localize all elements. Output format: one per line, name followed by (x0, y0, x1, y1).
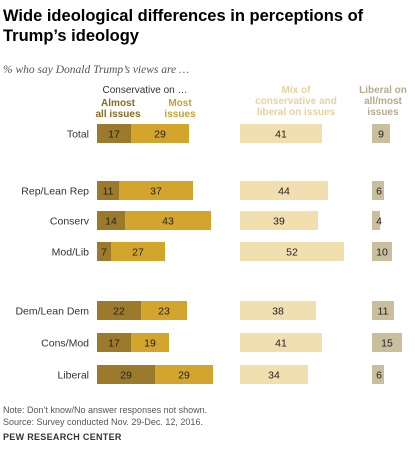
value-most: 37 (150, 186, 162, 198)
value-liberal: 6 (376, 186, 382, 198)
value-almost-all: 14 (105, 216, 117, 228)
header-liberal-issues: Liberal on all/most issues (359, 85, 407, 118)
bar-liberal (372, 365, 384, 384)
header-most-issues: Most issues (164, 98, 196, 120)
value-almost-all: 17 (108, 338, 120, 350)
chart-area: Conservative on … Almost all issues Most i… (15, 85, 407, 384)
bar-mix (240, 211, 318, 230)
header-line: Liberal on (359, 85, 407, 96)
value-mix: 38 (272, 306, 284, 318)
bar-mix (240, 333, 322, 352)
bar-most (155, 365, 213, 384)
value-liberal: 15 (381, 338, 393, 350)
chart-title: Wide ideological differences in percepti… (3, 7, 364, 45)
value-almost-all: 29 (120, 370, 132, 382)
value-most: 43 (162, 216, 174, 228)
header-mix-issues: Mix of conservative and liberal on issues (255, 85, 337, 118)
value-liberal: 9 (378, 129, 384, 141)
bar-almost-all (97, 333, 131, 352)
bar-liberal (372, 211, 380, 230)
bar-almost-all (97, 124, 131, 143)
value-most: 29 (178, 370, 190, 382)
value-mix: 39 (273, 216, 285, 228)
category-label: Liberal (57, 370, 89, 382)
category-label: Cons/Mod (41, 338, 89, 350)
bar-liberal (372, 124, 390, 143)
value-most: 19 (144, 338, 156, 350)
header-line: issues (367, 107, 399, 118)
value-almost-all: 7 (101, 247, 107, 259)
value-mix: 52 (286, 247, 298, 259)
bar-mix (240, 242, 344, 261)
chart-note: Note: Don’t know/No answer responses not… (3, 404, 207, 428)
bar-almost-all (97, 242, 111, 261)
note-text: Note: Don’t know/No answer responses not… (3, 405, 208, 415)
value-mix: 41 (275, 338, 287, 350)
category-label: Mod/Lib (52, 247, 90, 259)
value-almost-all: 11 (103, 186, 114, 198)
bar-liberal (372, 333, 402, 352)
bar-liberal (372, 242, 392, 261)
header-conservative-group: Conservative on … (102, 85, 187, 96)
category-label: Rep/Lean Rep (21, 186, 89, 198)
bar-liberal (372, 301, 394, 320)
value-mix: 34 (268, 370, 280, 382)
bar-mix (240, 124, 322, 143)
bar-almost-all (97, 301, 141, 320)
bar-mix (240, 181, 328, 200)
header-line: Mix of (282, 85, 312, 96)
bar-most (131, 333, 169, 352)
header-line: all/most (364, 96, 402, 107)
bar-most (119, 181, 193, 200)
value-liberal: 6 (376, 370, 382, 382)
bar-most (131, 124, 189, 143)
header-line: all issues (95, 109, 140, 120)
header-line: Almost (101, 98, 136, 109)
value-most: 27 (132, 247, 144, 259)
source-text: Source: Survey conducted Nov. 29-Dec. 12… (3, 417, 203, 427)
category-label: Dem/Lean Dem (15, 306, 89, 318)
value-almost-all: 17 (108, 129, 120, 141)
header-line: Most (168, 98, 192, 109)
header-line: conservative and (255, 96, 337, 107)
chart-subtitle: % who say Donald Trump’s views are … (3, 64, 190, 76)
bar-most (111, 242, 165, 261)
org-name: PEW RESEARCH CENTER (3, 432, 122, 442)
value-liberal: 11 (378, 306, 389, 318)
header-line: liberal on issues (257, 107, 336, 118)
value-most: 29 (154, 129, 166, 141)
value-almost-all: 22 (113, 306, 125, 318)
value-mix: 41 (275, 129, 287, 141)
bar-almost-all (97, 365, 155, 384)
category-label: Total (67, 129, 89, 141)
header-almost-all-issues: Almost all issues (95, 98, 140, 120)
header-line: issues (164, 109, 196, 120)
value-mix: 44 (278, 186, 290, 198)
value-most: 23 (158, 306, 170, 318)
bar-almost-all (97, 181, 119, 200)
bar-mix (240, 365, 308, 384)
value-liberal: 10 (376, 247, 388, 259)
value-liberal: 4 (376, 216, 382, 228)
category-label: Conserv (50, 216, 90, 228)
bar-most (141, 301, 187, 320)
bar-mix (240, 301, 316, 320)
bar-liberal (372, 181, 384, 200)
bar-most (125, 211, 211, 230)
bar-almost-all (97, 211, 125, 230)
